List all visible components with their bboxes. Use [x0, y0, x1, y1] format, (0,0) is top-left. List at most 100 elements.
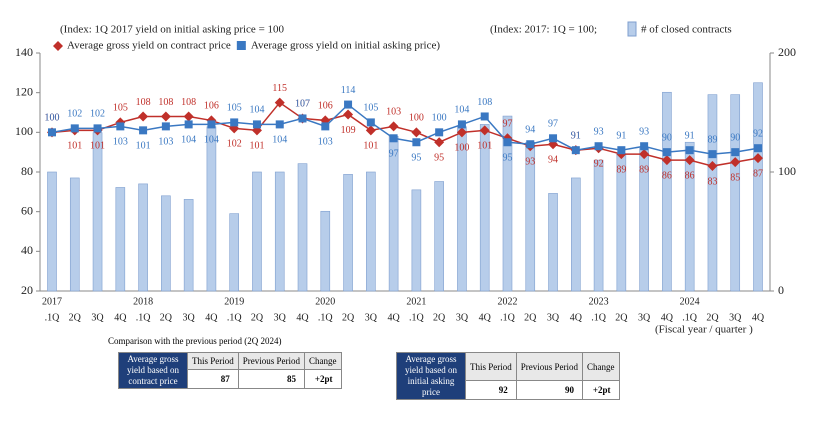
bar: [662, 91, 672, 292]
data-label: 85: [730, 172, 740, 183]
marker: [754, 144, 762, 153]
x-tick-label: .1Q: [318, 312, 334, 323]
data-label: 91: [616, 130, 626, 141]
bar: [183, 199, 194, 292]
bar: [366, 171, 376, 292]
bar: [47, 171, 57, 292]
data-label: 108: [477, 97, 492, 108]
data-label: 92: [594, 158, 604, 169]
data-label: 100: [409, 113, 424, 124]
data-label: 100: [432, 113, 447, 124]
marker: [479, 125, 490, 136]
comparison-table: Average gross yield based on initial ask…: [396, 352, 620, 400]
data-label: 114: [341, 85, 356, 96]
bar: [593, 159, 604, 292]
y2-tick-label: 100: [778, 164, 796, 178]
x-tick-label: 3Q: [729, 312, 742, 323]
data-label: 103: [386, 107, 401, 118]
marker: [251, 125, 262, 136]
y-tick-label: 100: [15, 124, 33, 138]
data-label: 103: [318, 137, 333, 148]
data-label: 108: [158, 97, 173, 108]
cell: 85: [237, 369, 306, 389]
x-tick-label: 2Q: [69, 312, 82, 323]
cell: 90: [515, 380, 584, 400]
data-label: 105: [113, 103, 128, 114]
legend-label: Average gross yield on contract price: [67, 40, 231, 52]
data-label: 103: [113, 137, 128, 148]
data-label: 94: [525, 125, 535, 136]
data-label: 101: [249, 141, 264, 152]
x-tick-label: 4Q: [752, 312, 765, 323]
data-label: 94: [548, 155, 558, 166]
data-label: 95: [502, 153, 512, 164]
data-label: 109: [341, 125, 356, 136]
x-tick-label: .1Q: [500, 312, 516, 323]
bar: [502, 115, 513, 292]
data-label: 100: [454, 143, 469, 154]
data-label: 91: [571, 130, 581, 141]
marker: [344, 100, 353, 109]
legend-label: # of closed contracts: [641, 24, 732, 36]
data-label: 104: [181, 135, 196, 146]
bar: [320, 210, 331, 292]
bar: [343, 174, 353, 292]
marker: [730, 157, 741, 168]
year-label: 2021: [406, 296, 426, 307]
data-label: 86: [662, 170, 672, 181]
data-label: 102: [227, 139, 242, 150]
data-label: 104: [249, 105, 264, 116]
bar: [548, 193, 558, 292]
comparison-table: Average gross yield based on contract pr…: [118, 352, 342, 389]
bar: [684, 141, 695, 292]
marker: [456, 127, 467, 138]
bar: [161, 195, 171, 292]
comparison-title: Comparison with the previous period (2Q …: [108, 336, 282, 346]
x-tick-label: .1Q: [136, 312, 152, 323]
year-label: 2020: [315, 296, 335, 307]
cell: +2pt: [304, 369, 342, 389]
row-label: Average gross yield based on contract pr…: [118, 352, 188, 389]
data-label: 92: [753, 128, 763, 139]
x-tick-label: 2Q: [160, 312, 173, 323]
x-tick-label: 2Q: [251, 312, 264, 323]
data-label: 89: [707, 134, 717, 145]
column-header: Previous Period: [237, 352, 306, 370]
data-label: 93: [525, 157, 535, 168]
x-tick-label: 3Q: [547, 312, 560, 323]
marker: [662, 148, 671, 157]
bar: [297, 163, 308, 292]
marker: [639, 149, 650, 160]
bar: [229, 213, 239, 292]
bar: [753, 82, 763, 292]
x-tick-label: .1Q: [45, 312, 61, 323]
bar: [252, 171, 262, 292]
data-label: 95: [411, 153, 421, 164]
x-tick-label: 2Q: [342, 312, 355, 323]
x-tick-label: 2Q: [615, 312, 628, 323]
x-tick-label: 2Q: [706, 312, 719, 323]
marker: [753, 153, 763, 164]
marker: [685, 146, 694, 155]
marker: [731, 148, 740, 157]
data-label: 102: [90, 109, 105, 120]
y2-tick-label: 0: [778, 283, 784, 297]
data-label: 87: [753, 168, 763, 179]
year-label: 2024: [680, 296, 700, 307]
marker: [275, 120, 284, 129]
x-tick-label: 3Q: [274, 312, 287, 323]
x-tick-label: .1Q: [227, 312, 243, 323]
data-label: 108: [136, 97, 151, 108]
data-label: 104: [272, 135, 287, 146]
year-label: 2022: [497, 296, 517, 307]
x-tick-label: 4Q: [296, 312, 309, 323]
data-label: 107: [295, 99, 310, 110]
data-label: 103: [158, 137, 173, 148]
x-tick-label: 4Q: [479, 312, 492, 323]
year-label: 2019: [224, 296, 244, 307]
bar: [274, 171, 285, 292]
bar: [69, 177, 80, 292]
column-header: This Period: [187, 352, 239, 370]
data-label: 104: [204, 135, 219, 146]
